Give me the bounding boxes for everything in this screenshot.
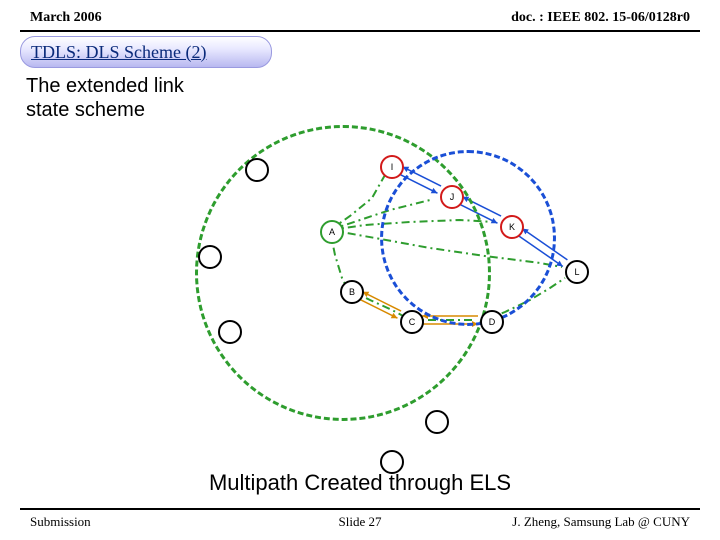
- network-node-l: L: [565, 260, 589, 284]
- network-node-d: D: [480, 310, 504, 334]
- network-node-b: B: [340, 280, 364, 304]
- diagram-caption: Multipath Created through ELS: [0, 470, 720, 496]
- header-doc-id: doc. : IEEE 802. 15-06/0128r0: [511, 10, 690, 26]
- network-node: [245, 158, 269, 182]
- header-date: March 2006: [30, 10, 102, 26]
- subtitle-line-2: state scheme: [26, 99, 145, 121]
- network-node: [218, 320, 242, 344]
- network-node-a: A: [320, 220, 344, 244]
- footer-author: J. Zheng, Samsung Lab @ CUNY: [512, 514, 690, 530]
- footer-rule: [20, 508, 700, 510]
- network-node-c: C: [400, 310, 424, 334]
- network-node: [198, 245, 222, 269]
- network-node-j: J: [440, 185, 464, 209]
- header-rule: [20, 30, 700, 32]
- network-node: [425, 410, 449, 434]
- els-diagram: I J K L A B C D: [130, 120, 630, 460]
- slide-subtitle: The extended link state scheme: [26, 74, 184, 122]
- subtitle-line-1: The extended link: [26, 75, 184, 97]
- network-node-i: I: [380, 155, 404, 179]
- slide-title: TDLS: DLS Scheme (2): [20, 36, 272, 68]
- link-arrowhead: [556, 261, 563, 267]
- network-node-k: K: [500, 215, 524, 239]
- range-circle: [380, 150, 556, 326]
